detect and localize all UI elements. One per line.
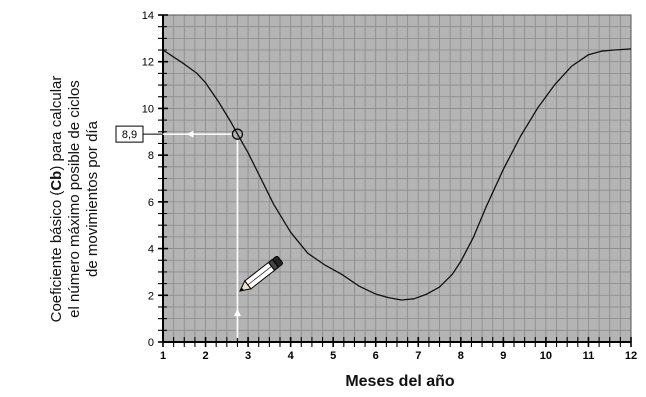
x-tick-label: 2 [202,350,208,362]
x-tick-label: 4 [288,350,295,362]
x-tick-label: 6 [373,350,379,362]
x-tick-label: 11 [583,350,595,362]
y-tick-label: 2 [148,290,154,302]
annotation-label-box [115,125,144,143]
pencil-icon [239,255,283,292]
x-tick-label: 10 [540,350,552,362]
x-tick-label: 7 [415,350,421,362]
x-tick-label: 3 [245,350,251,362]
x-tick-label: 12 [625,350,637,362]
x-tick-label: 1 [160,350,166,362]
grid [162,14,632,343]
y-tick-label: 4 [148,244,154,256]
pencil-lead [240,287,244,291]
y-tick-label: 0 [148,337,154,349]
y-tick-label: 8 [148,150,154,162]
y-tick-label: 10 [142,103,154,115]
annotation-label: 8,9 [122,129,137,141]
y-tick-label: 14 [142,10,154,22]
guide-arrow-left [186,130,194,138]
pencil-eraser [272,255,283,267]
x-tick-label: 9 [500,350,506,362]
annotation-marker [231,128,244,140]
x-tick-label: 8 [458,350,464,362]
series-line [162,48,632,301]
x-axis-label: Meses del año [345,373,455,390]
y-tick-label: 12 [142,57,154,69]
pencil-stripe [247,266,272,286]
guide-arrow-up [233,309,241,316]
x-tick-label: 5 [330,350,336,362]
y-tick-label: 6 [148,197,154,209]
